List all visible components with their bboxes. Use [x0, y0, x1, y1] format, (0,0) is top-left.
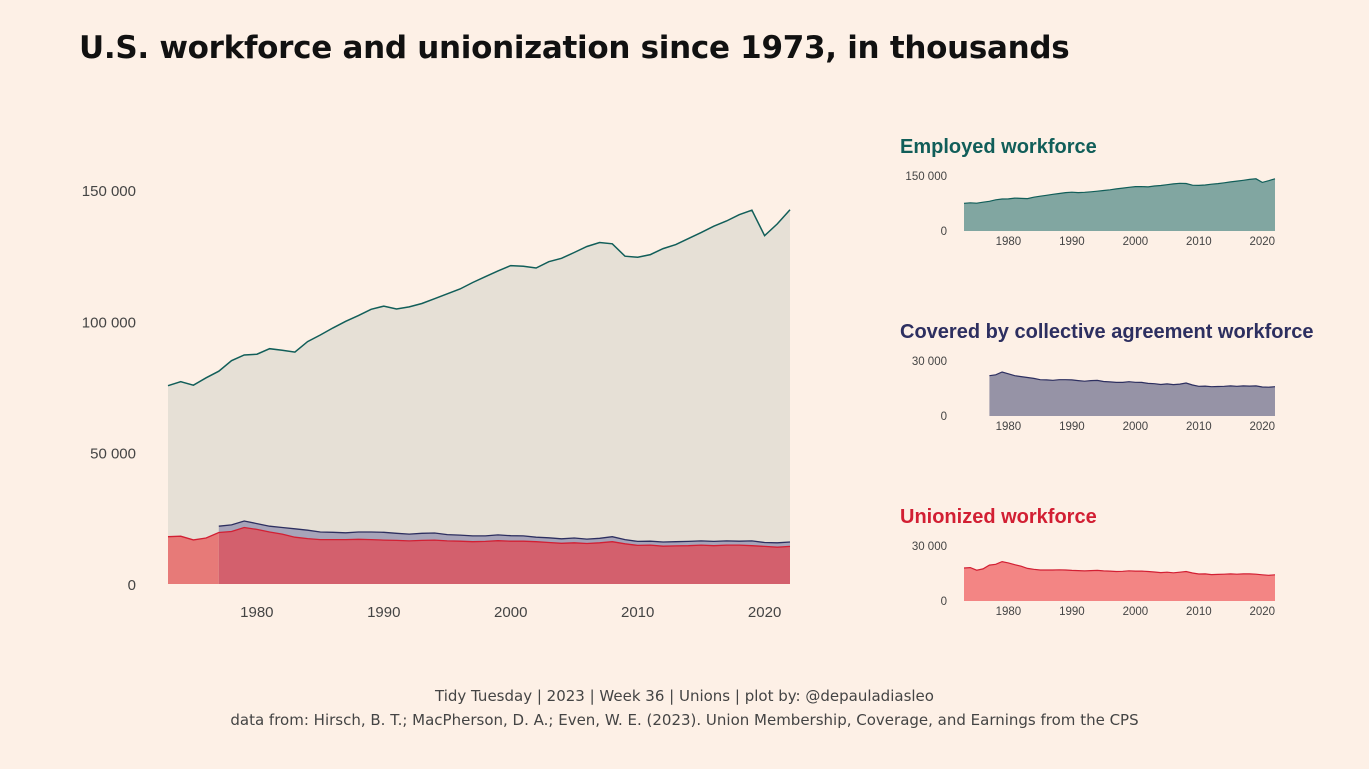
union-chart-title: Unionized workforce: [900, 506, 1097, 528]
employed-small-y-tick-label: 0: [941, 226, 947, 238]
covered-small-x-tick-label: 2020: [1250, 421, 1276, 433]
covered-small-line: [989, 371, 1276, 388]
union-line: [167, 526, 791, 548]
employed-small-y-tick-label: 150 000: [905, 171, 947, 183]
employed-small-x-tick-label: 1980: [996, 236, 1022, 248]
main-y-tick-label: 150 000: [82, 183, 136, 200]
covered-small-area: [989, 372, 1275, 416]
union-area-early: [168, 532, 219, 584]
main-x-tick-label: 2000: [494, 604, 527, 621]
covered-small-x-tick-label: 2000: [1123, 421, 1149, 433]
employed-small-line: [963, 178, 1276, 204]
union-small-y-tick-label: 30 000: [912, 541, 947, 553]
main-x-tick-label: 1990: [367, 604, 400, 621]
union-small-x-tick-label: 2000: [1123, 606, 1149, 618]
covered-line: [218, 520, 791, 544]
union-area: [218, 527, 791, 584]
employed-small-x-tick-label: 2020: [1250, 236, 1276, 248]
employed-small-x-tick-label: 2000: [1123, 236, 1149, 248]
caption-credits: Tidy Tuesday | 2023 | Week 36 | Unions |…: [435, 687, 934, 705]
main-y-tick-label: 50 000: [90, 446, 136, 463]
employed-chart-title: Employed workforce: [900, 136, 1097, 158]
caption-source: data from: Hirsch, B. T.; MacPherson, D.…: [230, 711, 1139, 729]
covered-small-x-tick-label: 2010: [1186, 421, 1212, 433]
covered-small-x-tick-label: 1980: [996, 421, 1022, 433]
page-title: U.S. workforce and unionization since 19…: [79, 30, 1070, 66]
covered-small-y-tick-label: 30 000: [912, 356, 947, 368]
employed-small-area: [964, 178, 1275, 231]
covered-chart-title: Covered by collective agreement workforc…: [900, 321, 1314, 343]
union-small-x-tick-label: 2020: [1250, 606, 1276, 618]
covered-small-x-tick-label: 1990: [1059, 421, 1085, 433]
main-y-tick-label: 100 000: [82, 314, 136, 331]
union-small-area: [964, 561, 1275, 601]
employed-line: [167, 209, 791, 387]
covered-small-y-tick-label: 0: [941, 411, 947, 423]
main-x-tick-label: 2020: [748, 604, 781, 621]
main-y-tick-label: 0: [128, 577, 136, 594]
union-small-line: [963, 560, 1276, 576]
employed-small-x-tick-label: 2010: [1186, 236, 1212, 248]
main-x-tick-label: 2010: [621, 604, 654, 621]
union-small-y-tick-label: 0: [941, 596, 947, 608]
union-small-x-tick-label: 2010: [1186, 606, 1212, 618]
employed-area: [168, 209, 790, 584]
union-small-x-tick-label: 1990: [1059, 606, 1085, 618]
union-small-x-tick-label: 1980: [996, 606, 1022, 618]
main-x-tick-label: 1980: [240, 604, 273, 621]
employed-small-x-tick-label: 1990: [1059, 236, 1085, 248]
